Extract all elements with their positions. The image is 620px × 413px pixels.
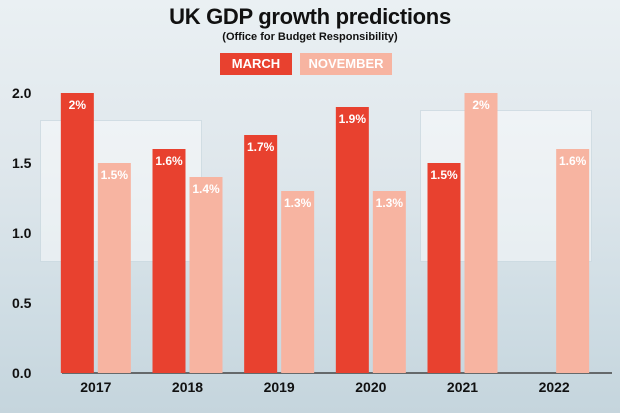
- bar-value-label: 2%: [472, 98, 490, 112]
- chart-subtitle: (Office for Budget Responsibility): [222, 31, 398, 43]
- y-tick-label: 2.0: [12, 85, 32, 101]
- x-tick-label: 2019: [264, 379, 295, 395]
- legend-march: MARCH: [220, 53, 292, 75]
- x-tick-label: 2017: [80, 379, 111, 395]
- bar-value-label: 1.4%: [192, 182, 220, 196]
- bar-march: [244, 135, 278, 373]
- bar-value-label: 1.9%: [339, 112, 367, 126]
- x-tick-label: 2018: [172, 379, 203, 395]
- bar-value-label: 1.3%: [284, 196, 312, 210]
- bar-november: [372, 191, 406, 373]
- y-tick-label: 0.5: [12, 295, 32, 311]
- bar-november: [464, 93, 498, 373]
- bar-march: [427, 163, 461, 373]
- chart-title: UK GDP growth predictions: [169, 4, 451, 29]
- bar-value-label: 1.5%: [430, 168, 458, 182]
- bar-value-label: 2%: [69, 98, 87, 112]
- bar-value-label: 1.7%: [247, 140, 275, 154]
- y-tick-label: 0.0: [12, 365, 32, 381]
- legend-november: NOVEMBER: [300, 53, 392, 75]
- y-tick-label: 1.0: [12, 225, 32, 241]
- bar-value-label: 1.6%: [559, 154, 587, 168]
- bar-value-label: 1.5%: [101, 168, 129, 182]
- x-tick-label: 2021: [447, 379, 478, 395]
- bar-march: [152, 149, 186, 373]
- bar-march: [60, 93, 94, 373]
- bar-value-label: 1.3%: [376, 196, 404, 210]
- x-tick-label: 2022: [539, 379, 570, 395]
- bar-november: [556, 149, 590, 373]
- bar-march: [335, 107, 369, 373]
- bar-november: [97, 163, 131, 373]
- bar-november: [281, 191, 315, 373]
- x-tick-label: 2020: [355, 379, 386, 395]
- y-tick-label: 1.5: [12, 155, 32, 171]
- bar-value-label: 1.6%: [155, 154, 183, 168]
- bar-november: [189, 177, 223, 373]
